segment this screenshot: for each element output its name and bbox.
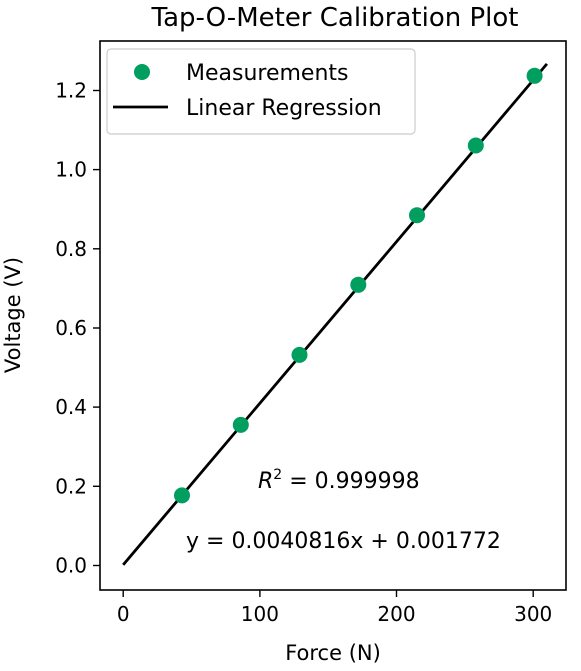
legend-regression-label: Linear Regression	[186, 96, 382, 121]
legend-box	[106, 48, 416, 135]
measurement-point	[409, 207, 425, 224]
plot-layer	[122, 62, 548, 566]
x-tick-label: 200	[377, 602, 415, 626]
regression-equation: y = 0.0040816x + 0.001772	[186, 529, 501, 554]
measurement-point	[467, 137, 484, 154]
y-tick-label: 0.2	[55, 474, 87, 498]
legend-measurements-marker	[134, 64, 150, 80]
measurement-point	[291, 346, 308, 363]
y-tick-label: 0.0	[55, 554, 87, 578]
x-axis-label: Force (N)	[285, 641, 381, 665]
x-tick-label: 0	[117, 602, 130, 626]
y-tick-label: 1.2	[55, 79, 87, 103]
y-tick-label: 0.4	[55, 395, 87, 419]
r2-symbol: R	[258, 469, 273, 494]
x-tick-label: 100	[241, 602, 279, 626]
ticks-layer: 0 100 200 300 0.0 0.2 0.4 0.6 0.8 1.0 1.2	[55, 79, 552, 627]
legend: Measurements Linear Regression	[106, 48, 416, 135]
y-tick-label: 1.0	[55, 158, 87, 182]
svg-text:R2 = 0.999998: R2 = 0.999998	[258, 467, 420, 494]
r2-exponent: 2	[273, 467, 282, 483]
r2-value: = 0.999998	[282, 469, 419, 494]
measurement-point	[350, 276, 367, 293]
y-tick-label: 0.6	[55, 316, 87, 340]
legend-measurements-label: Measurements	[186, 61, 349, 86]
measurement-point	[526, 67, 543, 84]
measurement-point	[174, 487, 190, 504]
y-axis-label: Voltage (V)	[1, 257, 25, 373]
r-squared-annotation: R2 = 0.999998	[258, 467, 420, 494]
measurement-point	[232, 416, 249, 433]
plot-frame	[99, 40, 567, 591]
x-tick-label: 300	[514, 602, 552, 626]
chart-title: Tap-O-Meter Calibration Plot	[151, 3, 519, 33]
y-tick-label: 0.8	[55, 237, 87, 261]
